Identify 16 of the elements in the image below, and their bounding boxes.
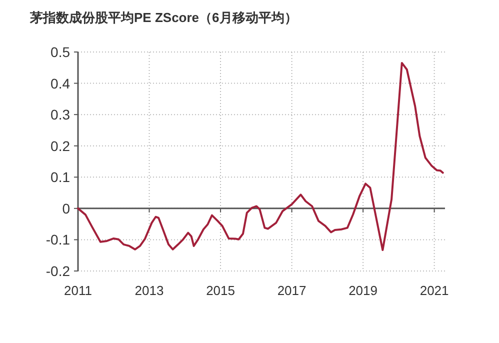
x-tick-label: 2021 xyxy=(420,283,449,298)
y-tick-label: 0.2 xyxy=(50,138,70,154)
y-tick-label: 0.3 xyxy=(50,106,70,123)
x-tick-label: 2011 xyxy=(64,283,92,298)
x-tick-label: 2017 xyxy=(277,283,306,298)
y-tick-label: -0.1 xyxy=(46,232,70,248)
y-tick-label: 0 xyxy=(62,200,70,216)
chart-title: 茅指数成份股平均PE ZScore（6月移动平均） xyxy=(29,10,298,25)
x-tick-label: 2013 xyxy=(134,283,164,298)
y-tick-label: 0.1 xyxy=(50,169,70,186)
y-tick-label: 0.5 xyxy=(50,44,70,60)
x-tick-label: 2019 xyxy=(348,283,378,298)
line-series xyxy=(77,62,444,252)
x-tick-label: 2015 xyxy=(206,283,235,298)
y-tick-label: 0.4 xyxy=(50,75,70,92)
y-tick-label: -0.2 xyxy=(46,263,70,279)
